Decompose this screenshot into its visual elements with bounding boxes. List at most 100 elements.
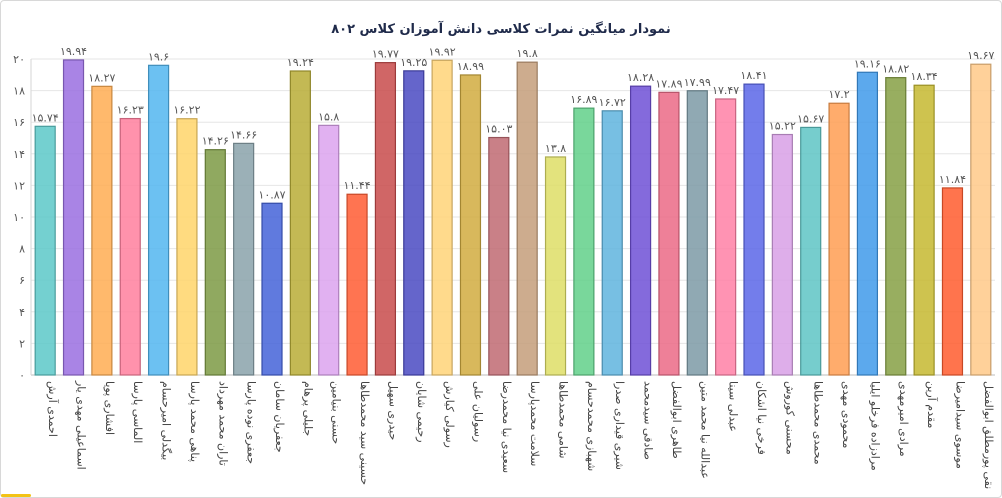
bar-value-label: ۱۵.۲۲	[769, 120, 796, 133]
bar[interactable]	[488, 136, 510, 376]
y-tick-label: ۱۰	[13, 211, 25, 224]
x-tick-label: شهبازی محمدحسام	[585, 381, 598, 471]
bar[interactable]	[233, 142, 255, 376]
bar[interactable]	[318, 124, 340, 376]
bar-value-label: ۱۸.۲۸	[627, 71, 654, 84]
bar[interactable]	[91, 85, 113, 376]
bar-value-label: ۱۹.۲۴	[287, 56, 314, 69]
bar-value-label: ۱۹.۶۷	[967, 49, 994, 62]
x-tick-label: فرخی نیا اشکان	[755, 381, 768, 455]
bar[interactable]	[800, 126, 822, 376]
x-tick-label: افشاری پویا	[103, 381, 116, 435]
x-axis-labels: احمدی آرش اسماعیلی مهدی یار افشاری پویا الم…	[46, 380, 995, 489]
y-tick-label: ۰	[19, 369, 25, 382]
bar[interactable]	[516, 61, 538, 376]
bar-value-label: ۱۱.۸۴	[939, 173, 966, 186]
bar[interactable]	[601, 110, 623, 376]
bar[interactable]	[289, 70, 311, 376]
y-tick-label: ۴	[19, 306, 25, 319]
bar[interactable]	[913, 84, 935, 376]
bar-value-label: ۱۵.۷۴	[32, 111, 59, 124]
bar[interactable]	[828, 102, 850, 376]
bar[interactable]	[544, 156, 567, 376]
bar[interactable]	[856, 71, 879, 376]
bar[interactable]	[459, 74, 482, 376]
y-tick-label: ۱۲	[13, 179, 25, 192]
bar-value-label: ۱۹.۲۵	[400, 56, 427, 69]
bar-value-label: ۱۹.۹۲	[429, 45, 456, 58]
bar[interactable]	[403, 70, 425, 376]
y-tick-label: ۱۶	[13, 116, 25, 129]
bar-value-label: ۱۸.۳۴	[911, 70, 938, 83]
bar[interactable]	[771, 133, 793, 376]
y-tick-label: ۲	[19, 337, 25, 350]
bar-value-label: ۱۸.۴۱	[740, 69, 767, 82]
x-tick-label: سعیدی نیا محمدرضا	[500, 381, 513, 473]
bar-value-label: ۱۷.۸۹	[655, 77, 682, 90]
x-tick-label: رسولی کیارش	[443, 381, 456, 448]
bar[interactable]	[743, 83, 765, 376]
bar[interactable]	[686, 90, 708, 376]
corner-accent	[1, 494, 31, 497]
y-axis: ۰ ۲ ۴ ۶ ۸ ۱۰ ۱۲ ۱۴ ۱۶ ۱۸ ۲۰	[13, 53, 32, 382]
x-tick-label: صادقی سیدمحمد	[642, 381, 655, 460]
x-tick-label: عبدلی سینا	[727, 381, 740, 432]
bar[interactable]	[261, 202, 283, 376]
bar-value-label: ۱۸.۲۷	[88, 71, 115, 84]
bar-value-label: ۱۸.۹۹	[457, 60, 484, 73]
bar[interactable]	[629, 85, 652, 376]
x-tick-label: حسینی سید محمدطاها	[358, 381, 371, 485]
x-tick-label: تاران محمد مهرداد	[216, 381, 229, 466]
bar[interactable]	[374, 62, 397, 376]
bar[interactable]	[658, 91, 680, 376]
bar[interactable]	[970, 63, 992, 376]
bar[interactable]	[346, 193, 368, 376]
bar-value-label: ۱۸.۸۲	[882, 63, 909, 76]
x-tick-label: طاهری ابوالفضل	[670, 381, 683, 459]
chart-title: نمودار میانگین نمرات کلاسی دانش آموزان ک…	[331, 20, 671, 37]
bar[interactable]	[119, 117, 141, 376]
bar-value-label: ۱۹.۷۷	[372, 48, 399, 61]
bar-value-label: ۱۰.۸۷	[258, 188, 285, 201]
bar-value-label: ۱۷.۲	[828, 88, 849, 101]
bar-value-label: ۱۷.۹۹	[684, 76, 711, 89]
bar[interactable]	[941, 187, 964, 376]
bar[interactable]	[573, 107, 595, 376]
bar-value-label: ۱۵.۰۳	[485, 123, 512, 136]
x-tick-label: الماسی پارسا	[131, 381, 144, 443]
bar-value-label: ۱۵.۶۷	[797, 112, 824, 125]
y-tick-label: ۶	[19, 274, 25, 287]
x-tick-label: موسوی سیدامیرضا	[953, 381, 966, 469]
bar[interactable]	[204, 149, 226, 376]
bar-value-label: ۱۶.۸۹	[570, 93, 597, 106]
bar[interactable]	[431, 59, 453, 376]
x-tick-label: شامی محمدطاها	[557, 381, 570, 459]
x-tick-label: جلیلی پرهام	[301, 381, 314, 436]
bars-group	[34, 59, 992, 376]
x-tick-label: محسنی کوروش	[783, 381, 796, 455]
bar-value-label: ۱۹.۱۶	[854, 57, 881, 70]
x-tick-label: احمدی آرش	[46, 381, 60, 437]
x-tick-label: محمودی مهدی	[840, 381, 853, 448]
bar[interactable]	[885, 77, 907, 376]
bar[interactable]	[147, 64, 170, 376]
bar[interactable]	[176, 118, 198, 376]
x-tick-label: حیدری سهیل	[386, 381, 399, 440]
x-tick-label: پناهی محمد پارسا	[188, 381, 201, 462]
bar-value-label: ۱۷.۴۷	[712, 84, 739, 97]
x-tick-label: بیگدلی امیرحسام	[160, 381, 173, 460]
bar-value-label: ۱۶.۲۲	[173, 104, 200, 117]
x-tick-label: سلامت محمدپارسا	[528, 381, 541, 466]
x-tick-label: رحیمی شایان	[415, 381, 428, 443]
x-tick-label: رسولیان علی	[471, 381, 484, 442]
bar-value-label: ۱۶.۲۳	[117, 104, 144, 117]
bar[interactable]	[34, 125, 56, 376]
bar[interactable]	[715, 98, 737, 376]
x-tick-label: جعفریان سامان	[273, 381, 286, 453]
bar-value-label: ۱۶.۷۲	[599, 96, 626, 109]
y-tick-label: ۱۴	[13, 148, 25, 161]
bar-value-label: ۱۹.۸	[517, 47, 538, 60]
bar[interactable]	[62, 59, 85, 376]
